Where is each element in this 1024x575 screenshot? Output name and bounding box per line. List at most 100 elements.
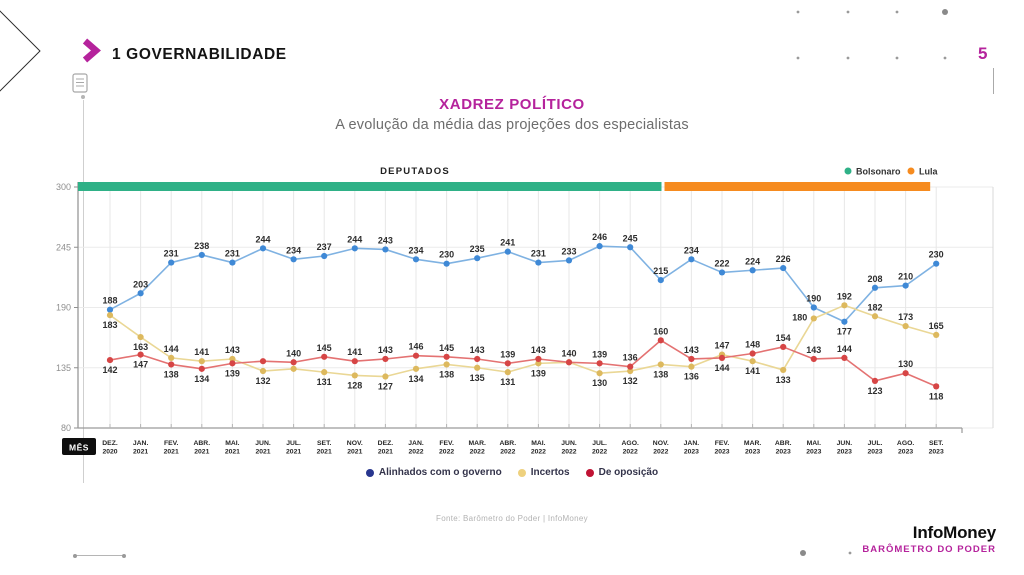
data-label: 133 xyxy=(776,375,791,385)
svg-text:DEZ.: DEZ. xyxy=(102,440,118,447)
data-label: 226 xyxy=(776,254,791,264)
svg-text:2021: 2021 xyxy=(225,449,240,456)
data-label: 192 xyxy=(837,291,852,301)
data-point xyxy=(443,353,450,360)
data-point xyxy=(780,366,787,374)
data-label: 141 xyxy=(347,347,362,357)
data-label: 146 xyxy=(408,342,423,352)
data-point xyxy=(688,256,695,263)
data-label: 139 xyxy=(225,368,240,378)
data-label: 130 xyxy=(898,359,913,369)
svg-text:NOV.: NOV. xyxy=(653,440,669,447)
svg-text:2021: 2021 xyxy=(255,449,270,456)
svg-text:JAN.: JAN. xyxy=(133,440,149,447)
svg-text:245: 245 xyxy=(56,242,71,252)
lula-dot-icon xyxy=(907,167,915,175)
data-label: 118 xyxy=(929,391,944,401)
data-label: 134 xyxy=(408,374,423,384)
data-label: 134 xyxy=(194,374,209,384)
data-point xyxy=(902,323,909,330)
data-label: 128 xyxy=(347,380,362,390)
data-label: 231 xyxy=(225,249,240,259)
data-label: 132 xyxy=(255,376,270,386)
data-point xyxy=(259,358,267,365)
svg-text:2023: 2023 xyxy=(806,449,821,456)
svg-text:2022: 2022 xyxy=(470,449,485,456)
svg-text:2022: 2022 xyxy=(408,449,423,456)
mandate-bar-lula xyxy=(664,182,931,191)
svg-text:DEZ.: DEZ. xyxy=(378,440,394,447)
data-label: 244 xyxy=(347,234,362,244)
data-label: 241 xyxy=(500,238,515,248)
svg-text:FEV.: FEV. xyxy=(439,440,454,447)
data-point xyxy=(688,363,695,370)
data-point xyxy=(382,246,389,253)
data-point xyxy=(841,302,848,309)
data-label: 138 xyxy=(653,369,668,379)
data-label: 230 xyxy=(929,250,944,260)
data-label: 142 xyxy=(102,365,117,375)
svg-text:2023: 2023 xyxy=(776,449,791,456)
vertical-guide-line xyxy=(83,100,84,483)
data-point xyxy=(933,260,940,267)
data-label: 143 xyxy=(531,345,546,355)
x-axis-label-box: MÊS xyxy=(62,438,96,455)
data-label: 139 xyxy=(592,349,607,359)
data-point xyxy=(168,354,175,361)
data-point xyxy=(657,361,664,368)
svg-text:Bolsonaro: Bolsonaro xyxy=(856,167,901,177)
svg-text:2023: 2023 xyxy=(898,449,913,456)
svg-text:ABR.: ABR. xyxy=(499,440,516,447)
data-label: 144 xyxy=(714,363,729,373)
data-label: 182 xyxy=(867,302,882,312)
data-point xyxy=(627,367,634,375)
data-label: 123 xyxy=(867,386,882,396)
data-point xyxy=(290,256,297,263)
svg-text:2023: 2023 xyxy=(929,449,944,456)
data-point xyxy=(290,359,297,366)
line-start-dot xyxy=(81,95,85,99)
data-point xyxy=(627,363,634,370)
svg-text:ABR.: ABR. xyxy=(775,440,792,447)
source-caption: Fonte: Barômetro do Poder | InfoMoney xyxy=(436,514,588,523)
data-point xyxy=(168,259,175,266)
data-point xyxy=(504,248,511,255)
svg-text:190: 190 xyxy=(56,303,71,313)
svg-text:JUL.: JUL. xyxy=(592,440,607,447)
data-point xyxy=(657,277,664,284)
data-label: 190 xyxy=(806,294,821,304)
data-point xyxy=(565,257,573,264)
page-number: 5 xyxy=(978,44,988,63)
data-point xyxy=(841,318,848,325)
data-label: 127 xyxy=(378,382,393,392)
data-point xyxy=(810,304,817,311)
svg-text:FEV.: FEV. xyxy=(164,440,179,447)
data-label: 143 xyxy=(470,345,485,355)
svg-text:FEV.: FEV. xyxy=(715,440,730,447)
data-point xyxy=(412,352,420,359)
data-point xyxy=(474,364,481,371)
data-point xyxy=(504,369,511,376)
data-point xyxy=(749,358,756,365)
svg-text:2023: 2023 xyxy=(867,449,882,456)
series-labels-1: 183 163 144 141 143 132 131 128 127 134 138 135 131 1… xyxy=(102,291,943,391)
data-point xyxy=(443,260,450,267)
svg-text:2023: 2023 xyxy=(745,449,760,456)
data-point xyxy=(198,358,205,365)
data-point xyxy=(841,354,848,361)
data-label: 230 xyxy=(439,250,454,260)
data-label: 243 xyxy=(378,235,393,245)
data-point xyxy=(198,251,205,259)
svg-text:2021: 2021 xyxy=(317,449,332,456)
data-label: 208 xyxy=(867,274,882,284)
data-label: 234 xyxy=(408,245,423,255)
svg-text:2021: 2021 xyxy=(347,449,362,456)
data-point xyxy=(535,259,542,266)
data-label: 138 xyxy=(164,369,179,379)
data-point xyxy=(382,373,389,380)
data-point xyxy=(871,284,879,291)
svg-text:MAI.: MAI. xyxy=(225,440,239,447)
section-title: 1 GOVERNABILIDADE xyxy=(112,46,287,64)
data-label: 173 xyxy=(898,312,913,322)
